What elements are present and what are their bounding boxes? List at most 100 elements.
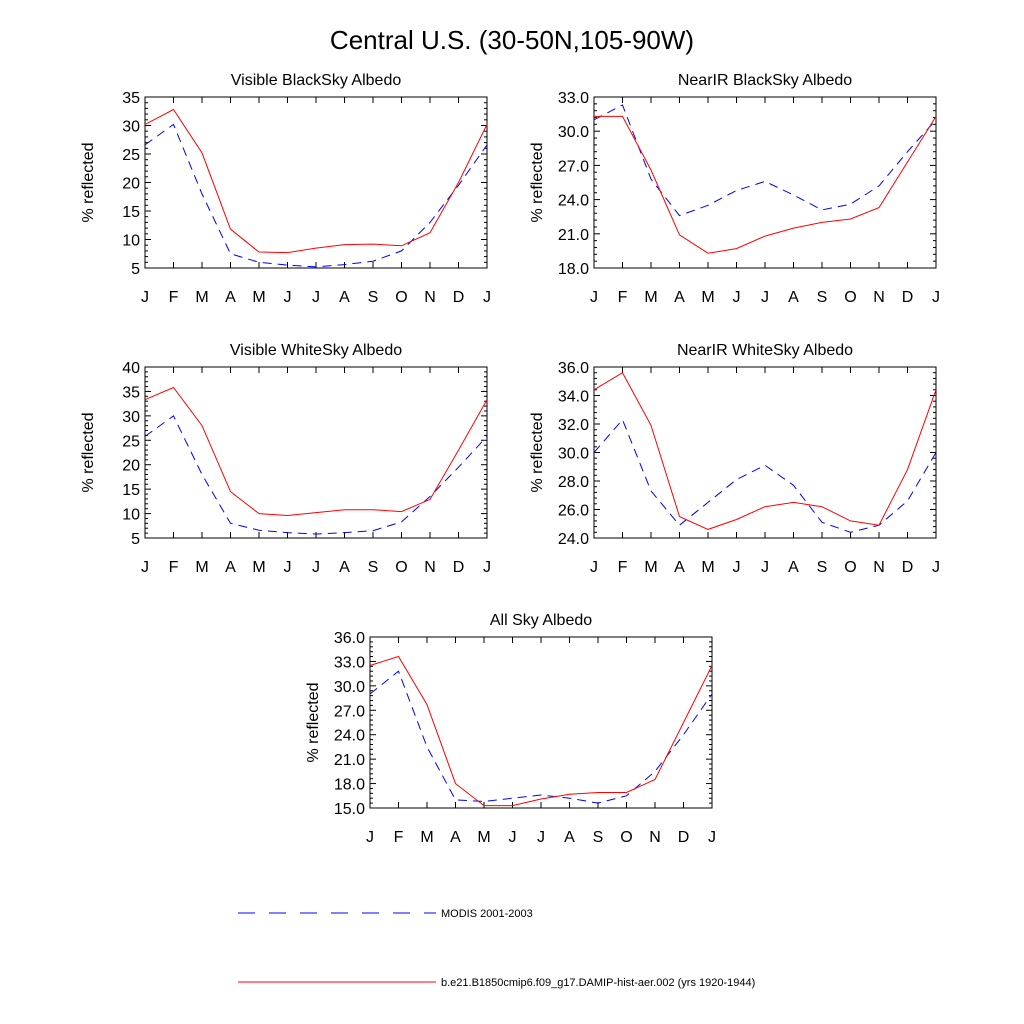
x-tick-label: J: [932, 289, 940, 306]
x-tick-label: J: [284, 289, 292, 306]
series-line-model: [144, 386, 488, 517]
panel-title: NearIR WhiteSky Albedo: [677, 342, 853, 359]
y-tick-label: 40: [122, 360, 140, 377]
series-line-model: [144, 108, 488, 254]
series-line-modis: [593, 104, 937, 217]
x-tick-label: A: [450, 829, 461, 846]
x-tick-label: F: [394, 829, 404, 846]
y-tick-label: 33.0: [334, 654, 365, 671]
x-tick-label: S: [368, 559, 379, 576]
plot-frame: [144, 96, 488, 269]
y-tick-label: 15.0: [334, 801, 365, 818]
x-tick-label: M: [195, 289, 208, 306]
x-tick-label: J: [932, 559, 940, 576]
x-tick-label: F: [618, 289, 628, 306]
x-tick-label: N: [424, 289, 436, 306]
series-line-modis: [593, 418, 937, 533]
x-tick-label: J: [733, 289, 741, 306]
x-tick-label: J: [590, 289, 598, 306]
y-tick-label: 30: [122, 409, 140, 426]
y-tick-label: 20: [122, 458, 140, 475]
x-tick-label: J: [761, 289, 769, 306]
y-tick-label: 30.0: [334, 679, 365, 696]
x-tick-label: A: [225, 289, 236, 306]
x-tick-label: O: [844, 289, 856, 306]
y-tick-label: 25: [122, 147, 140, 164]
x-tick-label: A: [788, 289, 799, 306]
y-axis-title: % reflected: [80, 142, 97, 222]
y-axis-title: % reflected: [529, 412, 546, 492]
legend: MODIS 2001-2003 b.e21.B1850cmip6.f09_g17…: [238, 908, 755, 989]
series-line-modis: [369, 670, 713, 804]
x-tick-label: J: [733, 559, 741, 576]
x-tick-label: J: [284, 559, 292, 576]
main-title: Central U.S. (30-50N,105-90W): [330, 25, 694, 55]
x-tick-label: D: [678, 829, 690, 846]
series-line-model: [593, 372, 937, 530]
x-tick-label: A: [225, 559, 236, 576]
y-axis-title: % reflected: [305, 682, 322, 762]
panel-title: Visible WhiteSky Albedo: [230, 342, 402, 359]
x-tick-label: N: [873, 559, 885, 576]
x-tick-label: F: [618, 559, 628, 576]
x-tick-label: S: [817, 559, 828, 576]
y-tick-label: 35: [122, 90, 140, 107]
y-tick-label: 27.0: [334, 703, 365, 720]
x-tick-label: M: [701, 289, 714, 306]
x-tick-label: A: [564, 829, 575, 846]
x-tick-label: O: [395, 289, 407, 306]
y-tick-label: 35: [122, 384, 140, 401]
x-tick-label: J: [761, 559, 769, 576]
x-tick-label: M: [420, 829, 433, 846]
x-tick-label: M: [477, 829, 490, 846]
y-axis-title: % reflected: [80, 412, 97, 492]
x-tick-label: A: [674, 559, 685, 576]
x-tick-label: J: [483, 559, 491, 576]
x-tick-label: A: [788, 559, 799, 576]
y-tick-label: 20: [122, 176, 140, 193]
x-tick-label: D: [902, 559, 914, 576]
x-tick-label: N: [649, 829, 661, 846]
y-tick-label: 5: [131, 261, 140, 278]
series-line-model: [369, 655, 713, 807]
x-tick-label: S: [593, 829, 604, 846]
x-tick-label: A: [674, 289, 685, 306]
plot-frame: [593, 366, 937, 539]
x-tick-label: J: [312, 559, 320, 576]
y-tick-label: 24.0: [558, 531, 589, 548]
x-tick-label: D: [902, 289, 914, 306]
y-tick-label: 15: [122, 204, 140, 221]
y-axis-title: % reflected: [529, 142, 546, 222]
y-tick-label: 36.0: [334, 630, 365, 647]
y-tick-label: 10: [122, 233, 140, 250]
y-tick-label: 30.0: [558, 124, 589, 141]
series-line-modis: [144, 123, 488, 268]
y-tick-label: 36.0: [558, 360, 589, 377]
y-tick-label: 15: [122, 482, 140, 499]
x-tick-label: J: [708, 829, 716, 846]
y-tick-label: 24.0: [558, 193, 589, 210]
y-tick-label: 26.0: [558, 503, 589, 520]
y-tick-label: 18.0: [334, 777, 365, 794]
x-tick-label: J: [509, 829, 517, 846]
plot-frame: [369, 636, 713, 809]
x-tick-label: N: [424, 559, 436, 576]
x-tick-label: J: [141, 559, 149, 576]
x-tick-label: A: [339, 559, 350, 576]
x-tick-label: J: [537, 829, 545, 846]
x-tick-label: J: [483, 289, 491, 306]
x-tick-label: A: [339, 289, 350, 306]
legend-label-model: b.e21.B1850cmip6.f09_g17.DAMIP-hist-aer.…: [441, 977, 755, 989]
plot-frame: [593, 96, 937, 269]
y-tick-label: 24.0: [334, 728, 365, 745]
x-tick-label: M: [252, 289, 265, 306]
x-tick-label: M: [644, 289, 657, 306]
series-line-model: [594, 115, 937, 254]
y-tick-label: 25: [122, 433, 140, 450]
